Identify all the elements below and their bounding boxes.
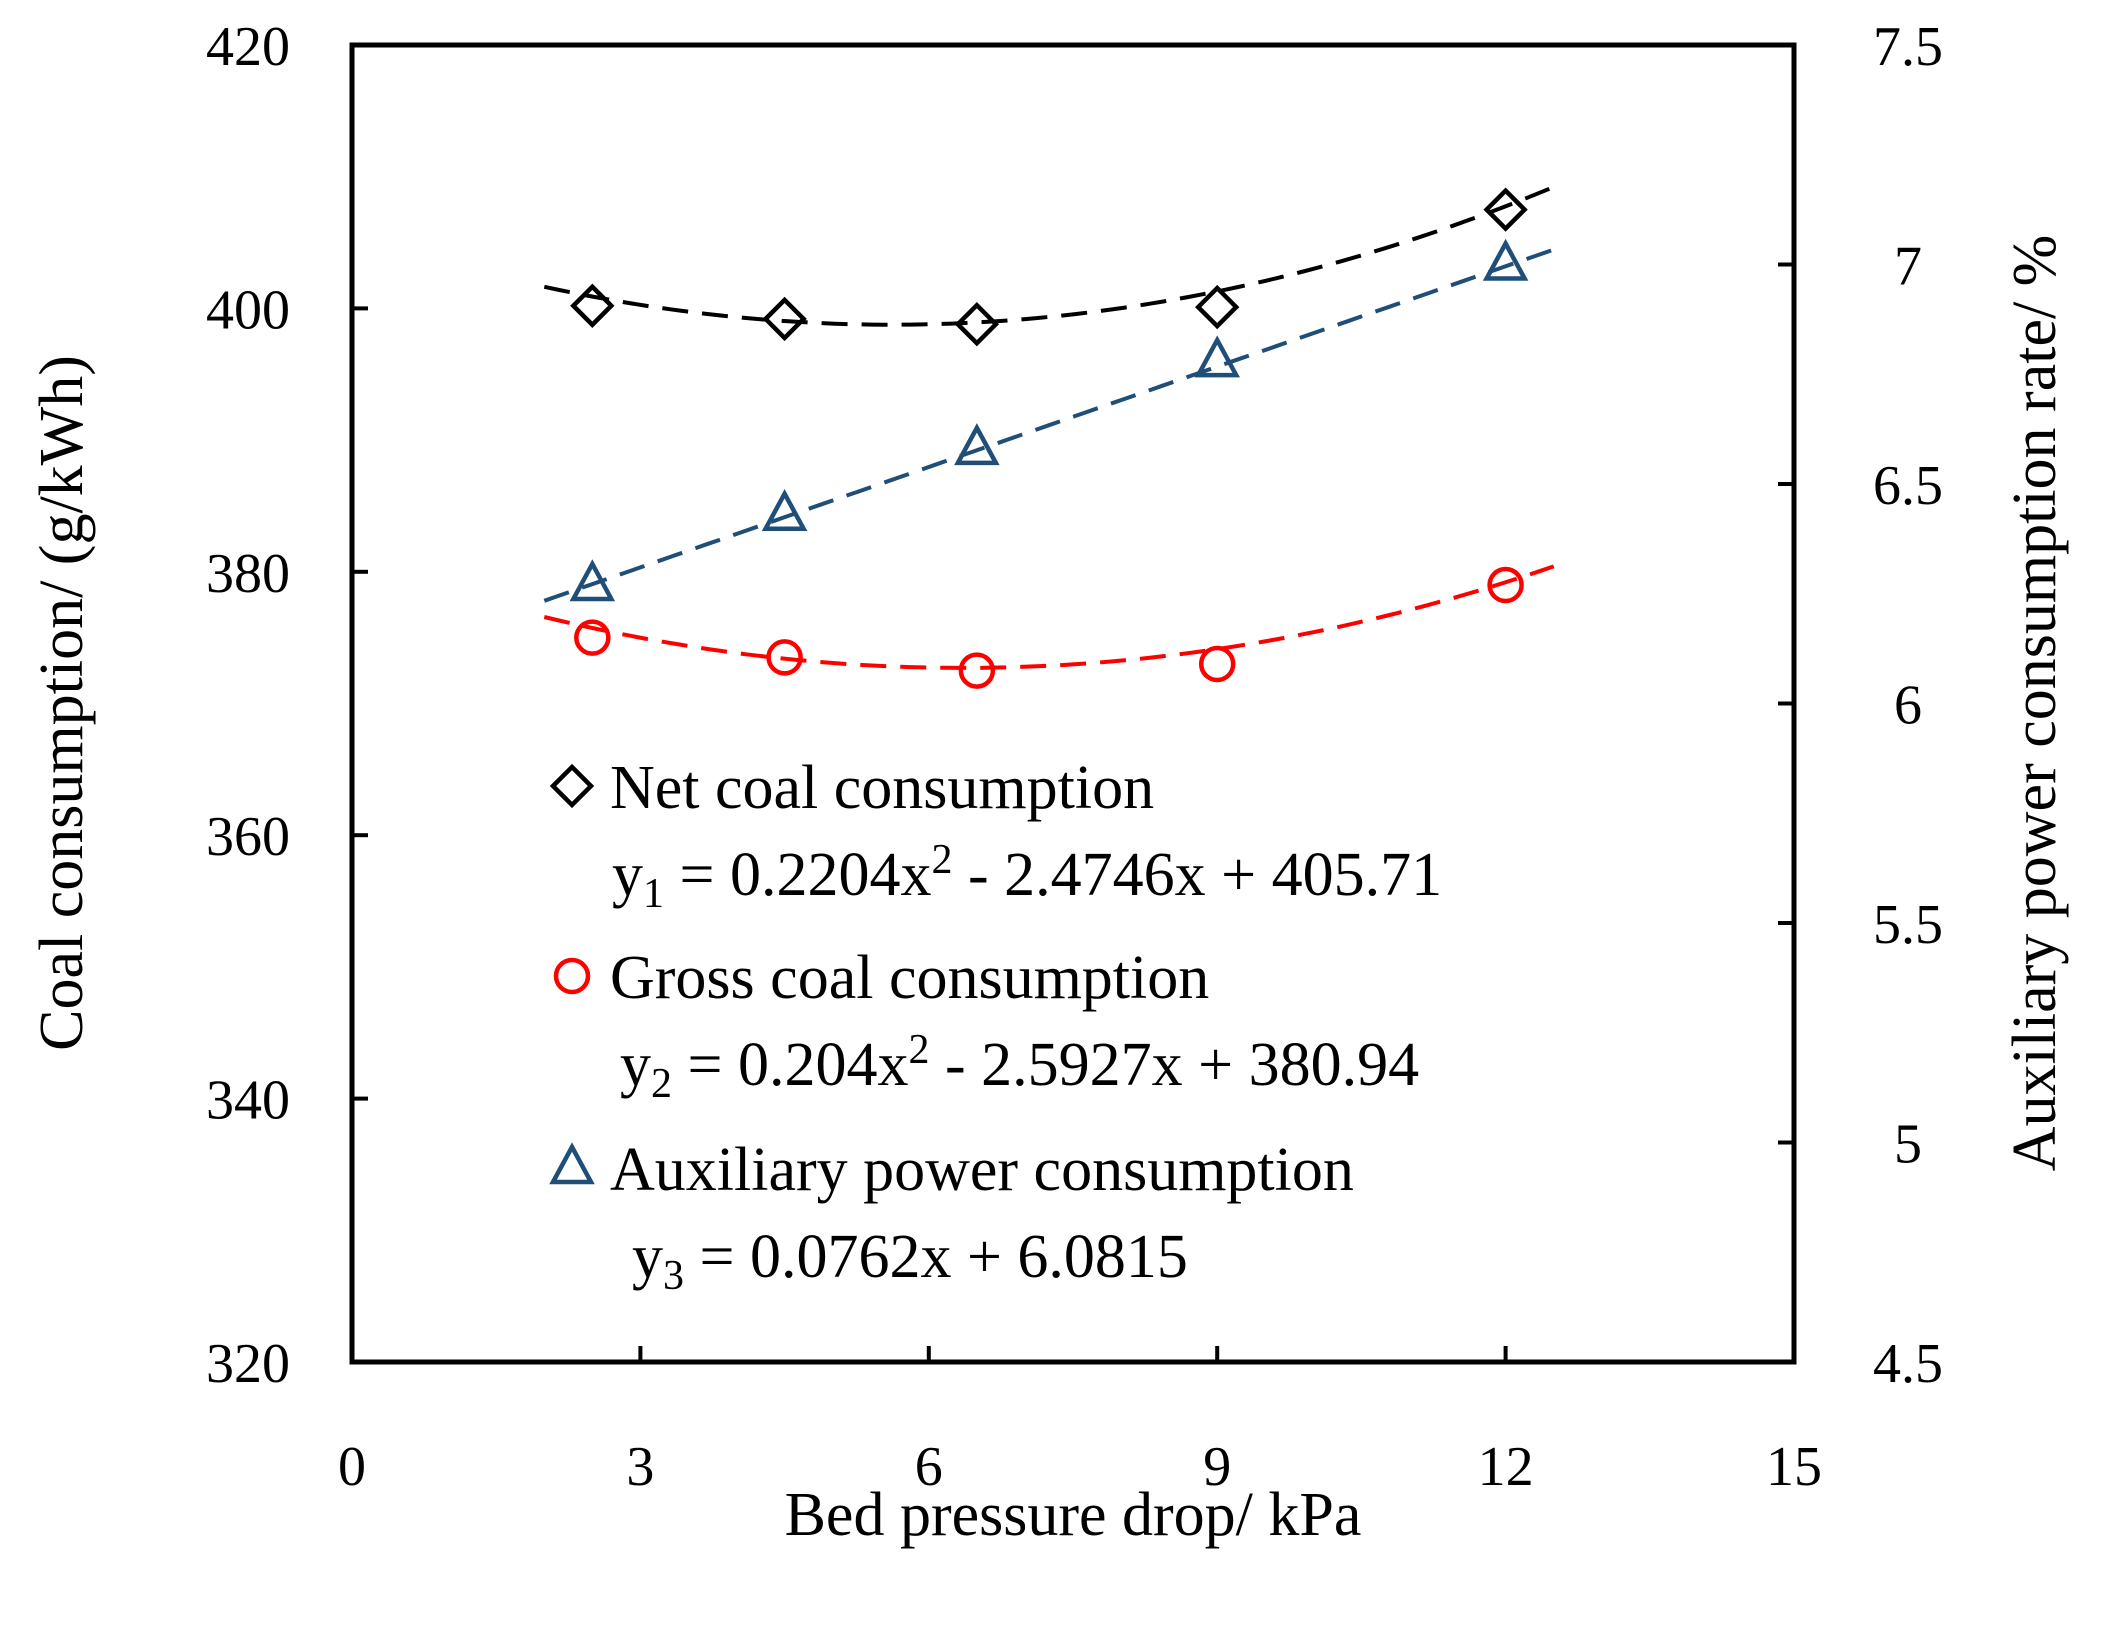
right-y-tick-label: 5.5 bbox=[1873, 894, 1943, 956]
legend-marker-triangle bbox=[549, 1142, 595, 1185]
right-y-tick-label: 7.5 bbox=[1873, 16, 1943, 78]
x-axis-title: Bed pressure drop/ kPa bbox=[785, 1481, 1362, 1549]
legend-label: Auxiliary power consumption bbox=[610, 1136, 1354, 1204]
right-y-axis-title: Auxiliary power consumption rate/ % bbox=[2001, 235, 2069, 1172]
data-point-diamond bbox=[762, 296, 807, 342]
data-point-diamond bbox=[1483, 187, 1528, 232]
legend: Net coal consumption y1 = 0.2204x2 - 2.47… bbox=[549, 754, 1442, 1299]
data-point-triangle bbox=[954, 423, 1000, 466]
left-y-axis-ticks: 320 340 360 380 400 420 bbox=[206, 16, 368, 1395]
right-y-axis-ticks: 4.5 5 5.5 6 6.5 7 7.5 bbox=[1778, 16, 1943, 1395]
data-point-circle bbox=[574, 619, 611, 656]
data-point-triangle bbox=[1482, 238, 1529, 281]
x-axis-ticks: 0 3 6 9 12 15 bbox=[338, 1346, 1822, 1498]
trend-line-diamond bbox=[543, 185, 1555, 327]
left-y-tick-label: 380 bbox=[206, 543, 290, 605]
trend-line-circle bbox=[543, 564, 1555, 670]
right-y-tick-label: 6 bbox=[1894, 675, 1922, 737]
left-y-axis-title: Coal consumption/ (g/kWh) bbox=[28, 355, 96, 1051]
legend-label: Net coal consumption bbox=[610, 754, 1154, 822]
data-point-triangle bbox=[761, 489, 808, 531]
data-point-diamond bbox=[1195, 284, 1240, 330]
right-y-tick-label: 5 bbox=[1894, 1114, 1922, 1176]
x-tick-label: 15 bbox=[1766, 1436, 1822, 1498]
fit-lines bbox=[543, 185, 1555, 670]
legend-label: Gross coal consumption bbox=[610, 944, 1209, 1012]
x-tick-label: 6 bbox=[915, 1436, 943, 1498]
data-point-diamond bbox=[954, 302, 1000, 347]
data-point-diamond bbox=[570, 283, 615, 328]
x-tick-label: 12 bbox=[1478, 1436, 1534, 1498]
left-y-tick-label: 360 bbox=[206, 806, 290, 868]
data-markers bbox=[569, 187, 1529, 689]
data-point-circle bbox=[1198, 645, 1236, 683]
data-point-circle bbox=[958, 652, 996, 689]
legend-fit-equation: y3 = 0.0762x + 6.0815 bbox=[632, 1223, 1188, 1299]
x-tick-label: 9 bbox=[1203, 1436, 1231, 1498]
legend-fit-equation: y1 = 0.2204x2 - 2.4746x + 405.71 bbox=[612, 837, 1442, 917]
x-tick-label: 0 bbox=[338, 1436, 366, 1498]
data-point-triangle bbox=[1194, 335, 1240, 378]
legend-marker-circle bbox=[553, 957, 591, 995]
legend-marker-diamond bbox=[549, 763, 595, 809]
right-y-tick-label: 4.5 bbox=[1873, 1333, 1943, 1395]
trend-line-triangle bbox=[543, 247, 1555, 603]
data-point-circle bbox=[1487, 566, 1524, 604]
left-y-tick-label: 420 bbox=[206, 16, 290, 78]
legend-fit-equation: y2 = 0.204x2 - 2.5927x + 380.94 bbox=[620, 1027, 1419, 1107]
data-point-triangle bbox=[569, 559, 616, 602]
left-y-tick-label: 400 bbox=[206, 279, 290, 341]
x-tick-label: 3 bbox=[626, 1436, 654, 1498]
right-y-tick-label: 6.5 bbox=[1873, 455, 1943, 517]
left-y-tick-label: 320 bbox=[206, 1333, 290, 1395]
right-y-tick-label: 7 bbox=[1894, 236, 1922, 298]
data-point-circle bbox=[766, 639, 803, 676]
left-y-tick-label: 340 bbox=[206, 1070, 290, 1132]
